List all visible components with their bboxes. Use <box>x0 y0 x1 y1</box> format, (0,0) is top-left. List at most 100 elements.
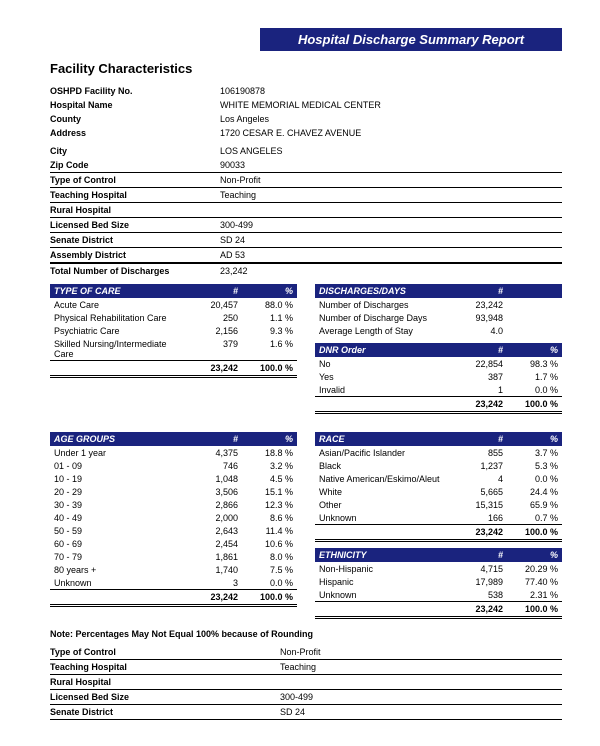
field-row: Assembly DistrictAD 53 <box>50 248 562 263</box>
row-num: 2,000 <box>183 513 238 523</box>
right-top-col: DISCHARGES/DAYS # Number of Discharges23… <box>315 284 562 414</box>
row-label: Number of Discharge Days <box>319 313 448 323</box>
table-row: Physical Rehabilitation Care2501.1 % <box>50 311 297 324</box>
field-row: Rural Hospital <box>50 203 562 218</box>
field-label: County <box>50 114 220 124</box>
field-label: Teaching Hospital <box>50 190 220 200</box>
row-pct: 1.1 % <box>238 313 293 323</box>
type-of-care-header: TYPE OF CARE # % <box>50 284 297 298</box>
th-num: # <box>448 286 503 296</box>
row-num: 4.0 <box>448 326 503 336</box>
table-row: Unknown5382.31 % <box>315 588 562 601</box>
row-pct: 10.6 % <box>238 539 293 549</box>
row-pct: 0.0 % <box>503 474 558 484</box>
type-of-care-table: TYPE OF CARE # % Acute Care20,45788.0 %P… <box>50 284 297 414</box>
field-label: Type of Control <box>50 175 220 185</box>
row-num: 2,156 <box>183 326 238 336</box>
th-pct: % <box>503 550 558 560</box>
th-pct: % <box>503 345 558 355</box>
table-row: Number of Discharges23,242 <box>315 298 562 311</box>
row-pct: 8.0 % <box>238 552 293 562</box>
row-num: 1,237 <box>448 461 503 471</box>
table-row: Acute Care20,45788.0 % <box>50 298 297 311</box>
row-num: 4,375 <box>183 448 238 458</box>
row-num: 1,048 <box>183 474 238 484</box>
row-pct: 2.31 % <box>503 590 558 600</box>
row-num: 746 <box>183 461 238 471</box>
table-row: 20 - 293,50615.1 % <box>50 485 297 498</box>
field-value: Non-Profit <box>220 175 261 185</box>
field-row: Hospital NameWHITE MEMORIAL MEDICAL CENT… <box>50 98 562 112</box>
row-label: Average Length of Stay <box>319 326 448 336</box>
row-pct: 98.3 % <box>503 359 558 369</box>
row-label: Other <box>319 500 448 510</box>
table-row: Invalid10.0 % <box>315 383 562 396</box>
row-label: 50 - 59 <box>54 526 183 536</box>
table-row: Unknown30.0 % <box>50 576 297 589</box>
th-pct: % <box>503 434 558 444</box>
field-row: Senate DistrictSD 24 <box>50 705 562 720</box>
row-label: Acute Care <box>54 300 183 310</box>
row-pct: 0.7 % <box>503 513 558 523</box>
field-label: Rural Hospital <box>50 677 280 687</box>
discharges-days-header: DISCHARGES/DAYS # <box>315 284 562 298</box>
dnr-header: DNR Order # % <box>315 343 562 357</box>
th-label: RACE <box>319 434 448 444</box>
row-pct: 8.6 % <box>238 513 293 523</box>
race-total: 23,242 100.0 % <box>315 524 562 542</box>
row-num: 538 <box>448 590 503 600</box>
total-pct: 100.0 % <box>503 604 558 614</box>
top-tables: TYPE OF CARE # % Acute Care20,45788.0 %P… <box>50 284 562 414</box>
table-row: Yes3871.7 % <box>315 370 562 383</box>
table-row: No22,85498.3 % <box>315 357 562 370</box>
field-value: AD 53 <box>220 250 245 260</box>
th-label: ETHNICITY <box>319 550 448 560</box>
table-row: 10 - 191,0484.5 % <box>50 472 297 485</box>
row-num: 2,643 <box>183 526 238 536</box>
table-row: Native American/Eskimo/Aleut40.0 % <box>315 472 562 485</box>
field-value: Non-Profit <box>280 647 321 657</box>
field-row: Teaching HospitalTeaching <box>50 188 562 203</box>
th-num: # <box>183 434 238 444</box>
field-label: Total Number of Discharges <box>50 266 220 276</box>
age-groups-total: 23,242 100.0 % <box>50 589 297 607</box>
field-row: OSHPD Facility No.106190878 <box>50 84 562 98</box>
row-num: 22,854 <box>448 359 503 369</box>
row-pct: 18.8 % <box>238 448 293 458</box>
field-value: Teaching <box>280 662 316 672</box>
field-value: WHITE MEMORIAL MEDICAL CENTER <box>220 100 381 110</box>
th-num: # <box>448 434 503 444</box>
row-num: 250 <box>183 313 238 323</box>
row-num: 3 <box>183 578 238 588</box>
footer-fields: Type of ControlNon-ProfitTeaching Hospit… <box>50 645 562 720</box>
row-num: 1,740 <box>183 565 238 575</box>
race-header: RACE # % <box>315 432 562 446</box>
field-value: Teaching <box>220 190 256 200</box>
field-label: Address <box>50 128 220 138</box>
th-label: TYPE OF CARE <box>54 286 183 296</box>
th-label: DISCHARGES/DAYS <box>319 286 448 296</box>
table-row: Skilled Nursing/Intermediate Care3791.6 … <box>50 337 297 360</box>
field-label: Licensed Bed Size <box>50 220 220 230</box>
row-num: 3,506 <box>183 487 238 497</box>
row-pct: 7.5 % <box>238 565 293 575</box>
table-row: 70 - 791,8618.0 % <box>50 550 297 563</box>
row-pct: 15.1 % <box>238 487 293 497</box>
table-row: White5,66524.4 % <box>315 485 562 498</box>
total-pct: 100.0 % <box>503 399 558 409</box>
th-label: AGE GROUPS <box>54 434 183 444</box>
table-row: 40 - 492,0008.6 % <box>50 511 297 524</box>
field-label: Senate District <box>50 707 280 717</box>
field-label: Teaching Hospital <box>50 662 280 672</box>
th-label: DNR Order <box>319 345 448 355</box>
row-num: 387 <box>448 372 503 382</box>
field-value: LOS ANGELES <box>220 146 283 156</box>
row-pct: 77.40 % <box>503 577 558 587</box>
row-label: White <box>319 487 448 497</box>
ethnicity-header: ETHNICITY # % <box>315 548 562 562</box>
total-num: 23,242 <box>183 363 238 373</box>
row-num: 15,315 <box>448 500 503 510</box>
row-label: Yes <box>319 372 448 382</box>
total-pct: 100.0 % <box>238 592 293 602</box>
table-row: 80 years +1,7407.5 % <box>50 563 297 576</box>
